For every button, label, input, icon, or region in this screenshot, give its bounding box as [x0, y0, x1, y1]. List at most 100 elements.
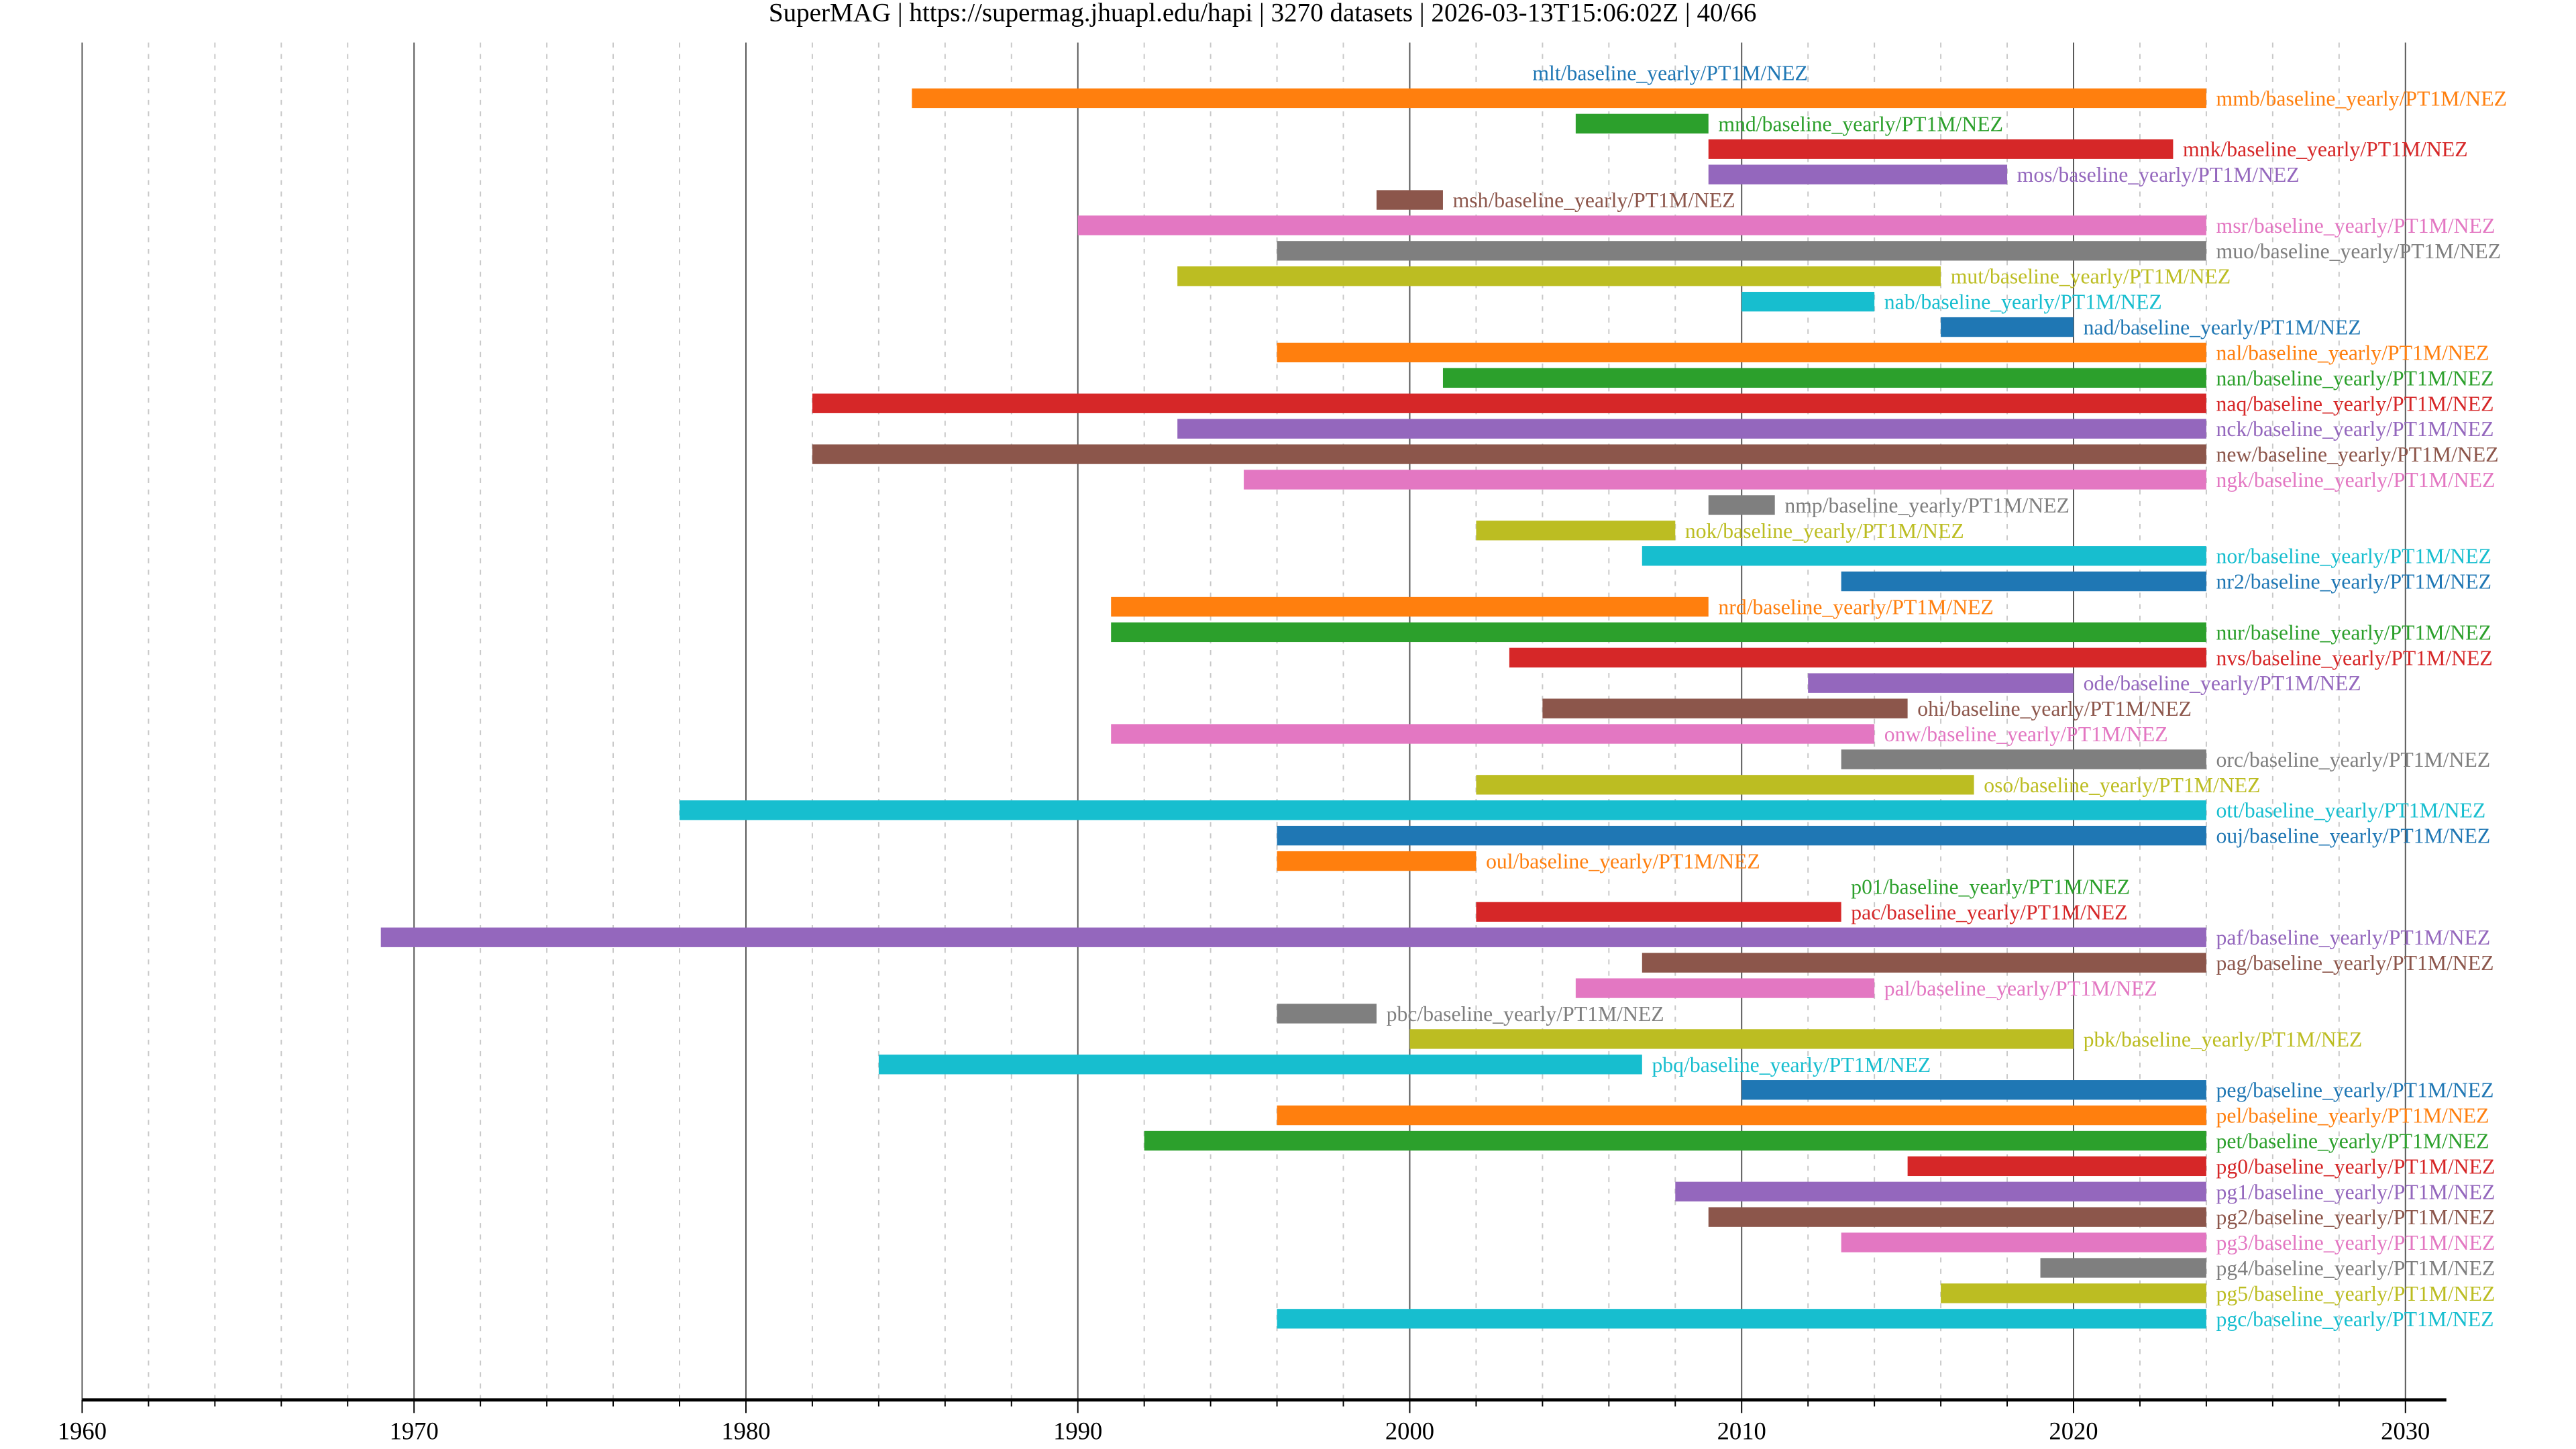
chart-title: SuperMAG | https://supermag.jhuapl.edu/h… [769, 0, 1757, 28]
timeline-bar [1077, 215, 2206, 235]
timeline-bar [812, 444, 2206, 464]
bar-label: ngk/baseline_yearly/PT1M/NEZ [2216, 468, 2496, 492]
x-tick-label: 2030 [2381, 1417, 2430, 1444]
bar-label: mnd/baseline_yearly/PT1M/NEZ [1718, 112, 2003, 136]
timeline-bar [1542, 698, 1908, 718]
bar-label: pet/baseline_yearly/PT1M/NEZ [2216, 1129, 2489, 1152]
timeline-bar [1808, 673, 2074, 693]
bar-label: nur/baseline_yearly/PT1M/NEZ [2216, 621, 2492, 644]
bar-label: nor/baseline_yearly/PT1M/NEZ [2216, 545, 2492, 568]
bar-label: ohi/baseline_yearly/PT1M/NEZ [1917, 697, 2192, 720]
bar-label: pg4/baseline_yearly/PT1M/NEZ [2216, 1256, 2496, 1280]
bar-label: mos/baseline_yearly/PT1M/NEZ [2017, 163, 2300, 186]
bar-label: pg1/baseline_yearly/PT1M/NEZ [2216, 1180, 2496, 1203]
timeline-bar [1907, 1156, 2206, 1177]
timeline-bar [1642, 546, 2206, 566]
bar-label: paf/baseline_yearly/PT1M/NEZ [2216, 926, 2491, 949]
bar-label: nab/baseline_yearly/PT1M/NEZ [1884, 290, 2162, 314]
timeline-bar [1277, 1004, 1377, 1024]
bar-label: mnk/baseline_yearly/PT1M/NEZ [2183, 138, 2468, 161]
bar-label: pgc/baseline_yearly/PT1M/NEZ [2216, 1307, 2494, 1331]
bar-label: msr/baseline_yearly/PT1M/NEZ [2216, 214, 2496, 237]
timeline-bar [1708, 139, 2174, 159]
timeline-bar [680, 800, 2206, 820]
bar-label: pg2/baseline_yearly/PT1M/NEZ [2216, 1205, 2496, 1229]
timeline-bar [1575, 978, 1875, 998]
timeline-bar [878, 1055, 1642, 1075]
timeline-bar [1377, 190, 1443, 210]
timeline-bar [1841, 1232, 2206, 1252]
timeline-bar [1941, 317, 2074, 337]
bar-label: nan/baseline_yearly/PT1M/NEZ [2216, 366, 2494, 390]
timeline-bar [1575, 113, 1709, 133]
bar-label: muo/baseline_yearly/PT1M/NEZ [2216, 239, 2502, 263]
bar-label: nad/baseline_yearly/PT1M/NEZ [2084, 316, 2361, 339]
bar-label: pg3/baseline_yearly/PT1M/NEZ [2216, 1231, 2496, 1254]
timeline-bar [1277, 851, 1477, 871]
x-tick-label: 1980 [721, 1417, 770, 1444]
timeline-bar [1442, 368, 2206, 388]
bar-label: ott/baseline_yearly/PT1M/NEZ [2216, 799, 2486, 822]
timeline-bar [1708, 164, 2008, 184]
timeline-bar [1741, 1080, 2206, 1100]
timeline-bar [1277, 1105, 2206, 1126]
timeline-bar [1111, 622, 2206, 643]
timeline-bar [1708, 1207, 2206, 1227]
bar-label: onw/baseline_yearly/PT1M/NEZ [1884, 722, 2168, 746]
bar-label: nr2/baseline_yearly/PT1M/NEZ [2216, 570, 2492, 594]
bar-label: pg0/baseline_yearly/PT1M/NEZ [2216, 1155, 2496, 1178]
timeline-bar [1741, 292, 1875, 312]
bar-label: nvs/baseline_yearly/PT1M/NEZ [2216, 646, 2493, 669]
bar-label: oul/baseline_yearly/PT1M/NEZ [1486, 850, 1760, 873]
x-tick-label: 1960 [58, 1417, 107, 1444]
timeline-bar [1177, 266, 1941, 286]
timeline-bar [1642, 953, 2206, 973]
bar-label: nrd/baseline_yearly/PT1M/NEZ [1718, 595, 1993, 619]
bar-label: pbq/baseline_yearly/PT1M/NEZ [1652, 1053, 1931, 1077]
timeline-bar [1244, 470, 2206, 490]
bar-label: nck/baseline_yearly/PT1M/NEZ [2216, 417, 2494, 441]
timeline-bar [380, 927, 2206, 947]
timeline-bar [1675, 1181, 2206, 1201]
bar-label: pg5/baseline_yearly/PT1M/NEZ [2216, 1282, 2496, 1305]
bar-label: mut/baseline_yearly/PT1M/NEZ [1951, 265, 2231, 288]
bar-label: ode/baseline_yearly/PT1M/NEZ [2084, 672, 2361, 695]
timeline-bar [1509, 647, 2206, 667]
x-axis: 1960 1970 1980 1990 2000 2010 2020 2030 [58, 1398, 2447, 1444]
bar-label: mlt/baseline_yearly/PT1M/NEZ [1532, 62, 1808, 85]
x-tick-label: 2000 [1385, 1417, 1434, 1444]
bar-label: pbk/baseline_yearly/PT1M/NEZ [2084, 1028, 2363, 1051]
bar-labels: mlt/baseline_yearly/PT1M/NEZ mmb/baseline… [1387, 62, 2507, 1331]
bar-label: msh/baseline_yearly/PT1M/NEZ [1453, 189, 1735, 212]
timeline-bar [1476, 775, 1974, 795]
bar-label: pel/baseline_yearly/PT1M/NEZ [2216, 1104, 2489, 1128]
timeline-bar [2040, 1258, 2206, 1278]
timeline-bar [1476, 902, 1841, 922]
x-tick-label: 1970 [390, 1417, 439, 1444]
bar-label: pac/baseline_yearly/PT1M/NEZ [1851, 900, 2127, 924]
timeline-bar [1177, 419, 2206, 439]
timeline-bar [1111, 596, 1709, 617]
timeline-bar [1277, 1309, 2206, 1329]
x-tick-label: 2010 [1717, 1417, 1766, 1444]
bar-label: ouj/baseline_yearly/PT1M/NEZ [2216, 824, 2491, 848]
bar-label: p01/baseline_yearly/PT1M/NEZ [1851, 875, 2130, 898]
bar-label: nok/baseline_yearly/PT1M/NEZ [1685, 519, 1964, 543]
bar-label: new/baseline_yearly/PT1M/NEZ [2216, 443, 2499, 466]
timeline-bar [1941, 1283, 2206, 1303]
timeline-bar [1277, 826, 2206, 846]
bar-label: mmb/baseline_yearly/PT1M/NEZ [2216, 87, 2507, 110]
timeline-bar [1111, 724, 1875, 744]
timeline-bar [1476, 521, 1676, 541]
bar-label: pag/baseline_yearly/PT1M/NEZ [2216, 951, 2494, 975]
bar-label: nal/baseline_yearly/PT1M/NEZ [2216, 341, 2489, 364]
x-tick-label: 2020 [2049, 1417, 2098, 1444]
timeline-bar [1277, 342, 2206, 363]
bar-label: orc/baseline_yearly/PT1M/NEZ [2216, 748, 2491, 771]
bar-label: naq/baseline_yearly/PT1M/NEZ [2216, 392, 2494, 415]
bar-label: pbc/baseline_yearly/PT1M/NEZ [1387, 1002, 1664, 1026]
timeline-bar [1841, 749, 2206, 769]
bar-label: nmp/baseline_yearly/PT1M/NEZ [1784, 494, 2070, 517]
timeline-bar [1841, 571, 2206, 592]
